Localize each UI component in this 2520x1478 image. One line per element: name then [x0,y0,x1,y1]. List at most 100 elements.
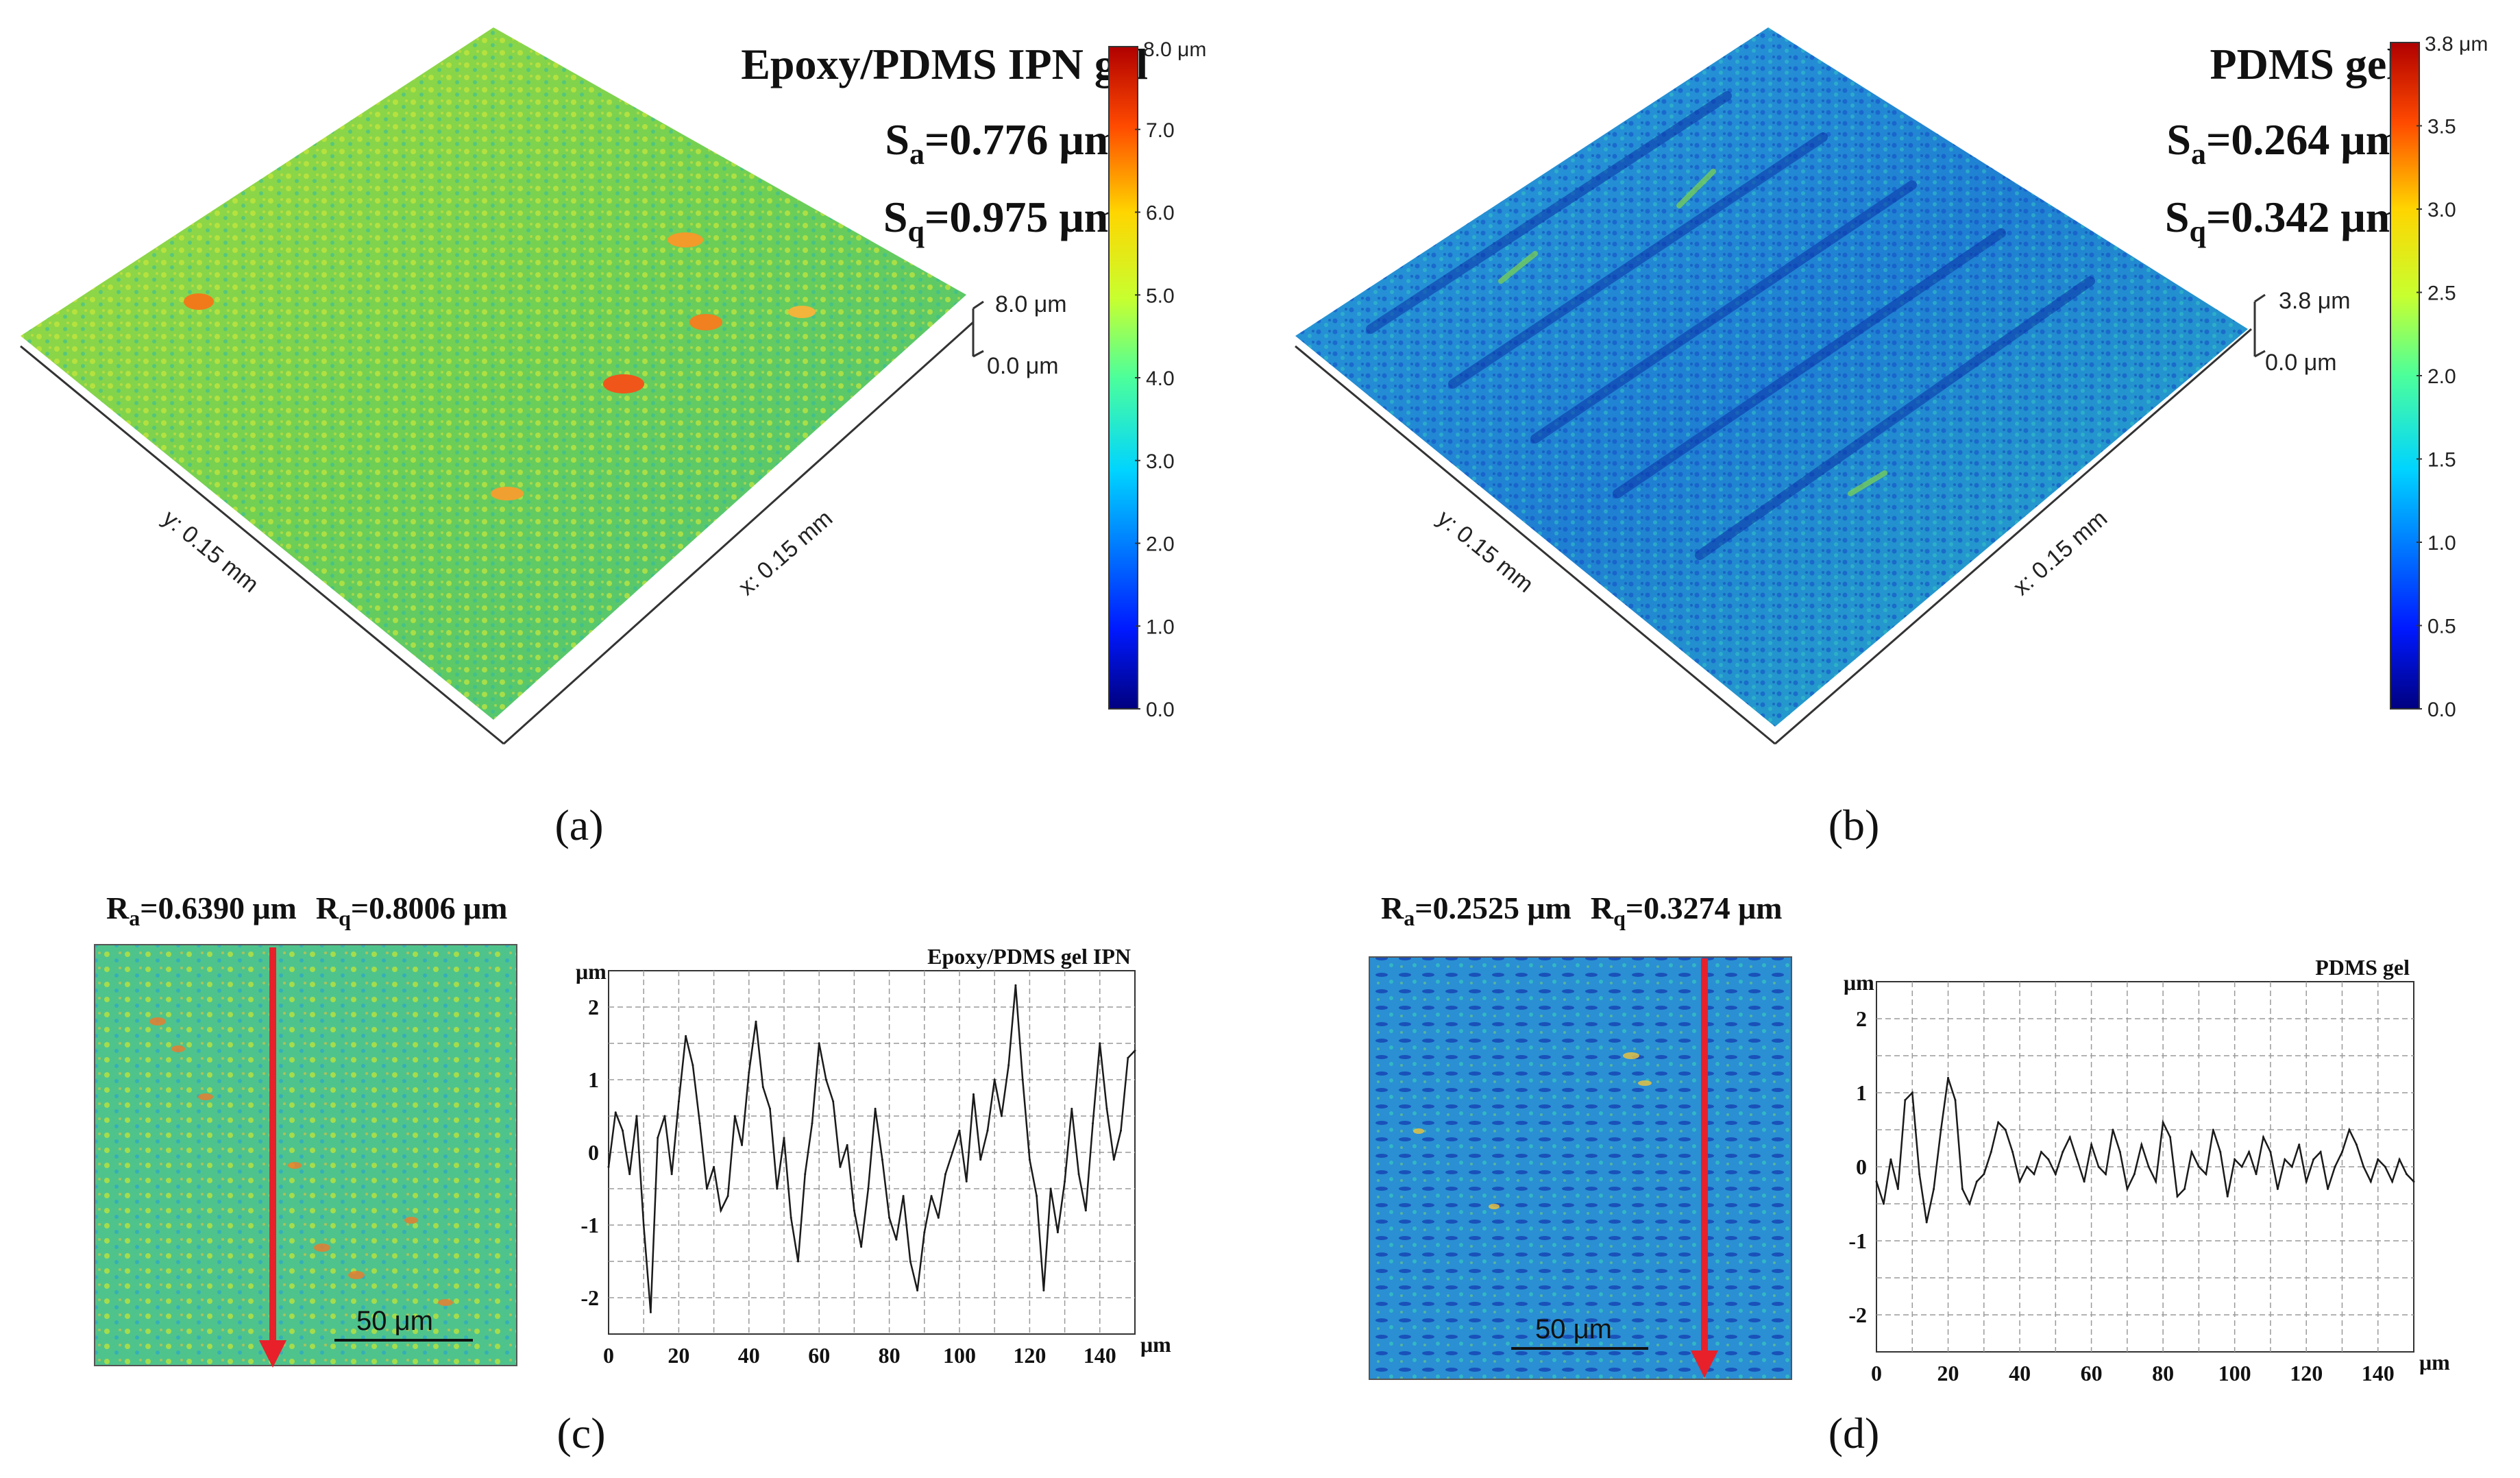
x-axis-line [1774,328,2252,745]
profile-arrow-head [1691,1350,1718,1378]
profile-point [2176,1195,2179,1198]
profile-point [2033,1173,2035,1176]
x-tick-label: 100 [2218,1361,2251,1385]
profile-point [944,1173,947,1176]
colorbar-tick-label: 1.0 [2427,532,2456,555]
profile-point [1983,1173,1985,1176]
profile-point [2062,1150,2064,1153]
profile-point [1071,1107,1073,1110]
x-tick-label: 0 [1871,1361,1882,1385]
profile-point [2348,1128,2351,1131]
colorbar-b: 3.8 μm 3.5 3.0 2.5 2.0 1.5 1.0 0.5 0.0 [2390,33,2488,721]
profile-point [1049,1187,1052,1190]
sq-label: Sq=0.342 μm [2165,193,2402,248]
profile-point [909,1260,912,1263]
profile-point [2284,1158,2286,1161]
colorbar-ticks: 7.0 6.0 5.0 4.0 3.0 2.0 1.0 0.0 [1135,119,1175,721]
profile-point [895,1238,898,1241]
chart-title: PDMS gel [2315,955,2410,980]
surface-3d-pdms [1295,27,2248,727]
scale-bar-label: 50 μm [356,1306,433,1336]
profile-point [1127,1056,1129,1059]
colorbar-tick-label: 2.5 [2427,282,2456,305]
profile-point [916,1289,919,1292]
profile-point [1875,1180,1878,1183]
x-tick-label: 20 [1937,1361,1959,1385]
profile-point [670,1173,673,1176]
x-axis-label: x: 0.15 mm [2008,505,2112,601]
scale-bar-label: 50 μm [1535,1314,1612,1344]
z-max-label: 3.8 μm [2279,288,2351,314]
panel-label-d: (d) [1828,1409,1880,1457]
profile-point [902,1195,905,1198]
height-map-d [1369,956,1792,1380]
profile-point [2219,1150,2222,1153]
y-tick-label: -1 [1848,1228,1867,1253]
profile-point [2105,1173,2107,1176]
panel-label-c: (c) [556,1409,605,1457]
colorbar-tick-label: 3.5 [2427,116,2456,138]
colorbar-tick-label: 6.0 [1146,202,1175,225]
profile-point [1933,1187,1935,1190]
profile-point [923,1231,926,1234]
profile-point [2412,1180,2415,1183]
profile-point [2290,1165,2293,1168]
x-axis-label: x: 0.15 mm [733,505,837,601]
profile-point [748,1071,750,1074]
sq-label: Sq=0.975 μm [883,193,1121,248]
profile-point [2362,1165,2365,1168]
profile-point [1954,1099,1957,1102]
profile-point [2391,1180,2394,1183]
profile-point [2155,1180,2157,1183]
x-tick-label: 120 [2290,1361,2323,1385]
profile-point [2205,1173,2207,1176]
x-tick-label: 80 [2152,1361,2174,1385]
profile-point [2226,1195,2229,1198]
colorbar-tick-label: 3.0 [2427,199,2456,221]
y-tick-label: 1 [1856,1080,1867,1105]
panel-b: 3.8 μm 0.0 μm y: 0.15 mm x: 0.15 mm PDMS… [1295,27,2488,849]
y-tick-label: 1 [588,1067,599,1092]
profile-point [1077,1173,1080,1176]
z-min-label: 0.0 μm [2265,350,2337,376]
y-tick-label: 2 [1856,1006,1867,1031]
profile-point [2097,1165,2100,1168]
profile-point [1882,1202,1885,1205]
z-max-label: 8.0 μm [995,291,1067,317]
x-axis-line [502,321,975,745]
profile-point [993,1078,996,1081]
profile-point [733,1115,736,1117]
profile-point [2190,1150,2193,1153]
profile-point [1092,1122,1094,1125]
colorbar-ticks: 3.5 3.0 2.5 2.0 1.5 1.0 0.5 0.0 [2417,116,2456,721]
profile-point [783,1137,785,1139]
profile-point [2169,1136,2172,1139]
x-axis-unit: μm [1140,1332,1171,1357]
profile-point [2240,1165,2243,1168]
profile-point [2147,1165,2150,1168]
profile-point [607,1165,610,1168]
sa-label: Sa=0.776 μm [885,115,1121,171]
profile-point [705,1187,708,1190]
roughness-ra-rq: Ra=0.2525 μm Rq=0.3274 μm [1381,891,1782,930]
surface-peak [668,232,703,247]
surface-title: PDMS gel [2210,40,2399,88]
profile-point [2133,1173,2136,1176]
profile-point [2269,1150,2272,1153]
profile-point [1968,1202,1971,1205]
sa-label: Sa=0.264 μm [2166,115,2402,171]
profile-point [2377,1158,2380,1161]
profile-point [663,1115,666,1117]
colorbar-tick-label: 0.0 [1146,699,1175,721]
panel-c: Ra=0.6390 μm Rq=0.8006 μm 50 μm 0 20 40 60 80… [94,891,1171,1457]
colorbar-tick-label: 5.0 [1146,284,1175,307]
profile-point [1889,1158,1892,1161]
profile-point [1134,1050,1136,1052]
profile-point [1056,1231,1059,1234]
profile-point [824,1078,827,1081]
profile-point [2011,1150,2014,1153]
profile-point [2183,1187,2186,1190]
profile-point [1940,1128,1942,1131]
profile-point [1947,1076,1950,1079]
